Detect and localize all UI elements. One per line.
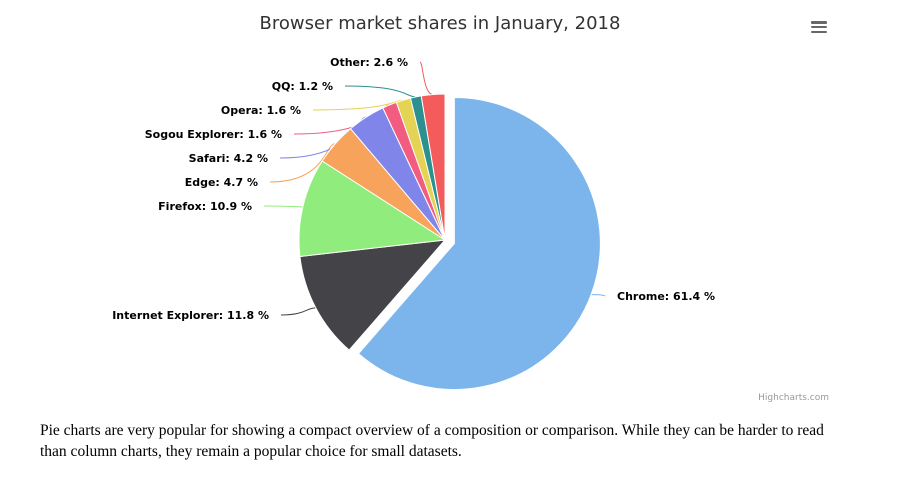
data-label-safari: Safari: 4.2 %	[189, 152, 268, 165]
connector-internet-explorer	[280, 307, 316, 316]
connector-opera	[312, 99, 404, 111]
connector-other	[419, 61, 434, 95]
pie-slice-firefox[interactable]	[298, 160, 447, 258]
chart-title: Browser market shares in January, 2018	[260, 13, 621, 34]
pie-slice-internet-explorer[interactable]	[299, 239, 447, 351]
connector-chrome	[591, 294, 606, 297]
data-label-edge: Edge: 4.7 %	[185, 176, 258, 189]
pie-slice-chrome[interactable]	[357, 97, 601, 390]
data-label-qq: QQ: 1.2 %	[272, 80, 333, 93]
data-label-sogou-explorer: Sogou Explorer: 1.6 %	[145, 128, 282, 141]
credits-link[interactable]: Highcharts.com	[758, 393, 829, 403]
data-labels: Chrome: 61.4 % Internet Explorer: 11.8 % F…	[112, 56, 715, 322]
connector-firefox	[263, 205, 303, 208]
pie-slices	[298, 93, 601, 390]
chart-menu-button[interactable]	[804, 12, 834, 42]
connector-qq	[344, 85, 416, 98]
chart-container: Browser market shares in January, 2018 C…	[112, 12, 834, 403]
description-paragraph: Pie charts are very popular for showing …	[40, 422, 824, 460]
data-label-chrome: Chrome: 61.4 %	[617, 290, 715, 303]
data-label-opera: Opera: 1.6 %	[221, 104, 301, 117]
hamburger-menu-icon	[811, 21, 827, 33]
pie-chart: Browser market shares in January, 2018 C…	[112, 13, 829, 403]
data-label-firefox: Firefox: 10.9 %	[158, 200, 252, 213]
data-label-other: Other: 2.6 %	[330, 56, 408, 69]
connector-edge	[269, 143, 336, 183]
pie-slice-other[interactable]	[420, 93, 446, 241]
data-label-internet-explorer: Internet Explorer: 11.8 %	[112, 309, 269, 322]
